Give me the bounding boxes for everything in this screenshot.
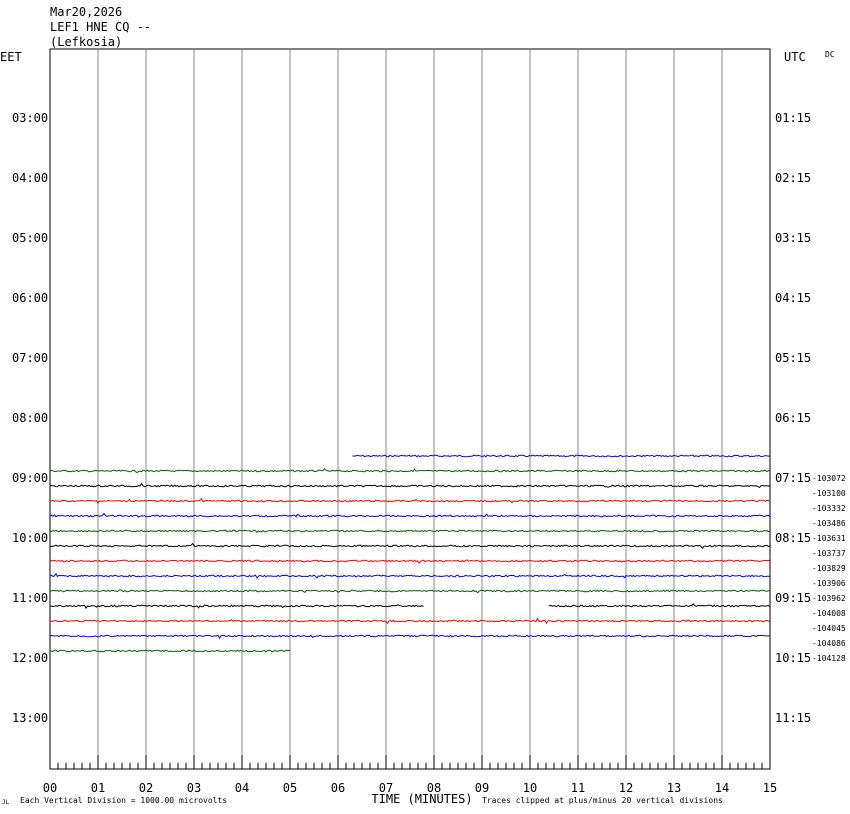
trace-line [50,589,771,594]
trace-line [49,482,771,489]
trace-line [49,604,424,610]
trace-line [49,497,771,505]
left-hour-label: 07:00 [12,351,48,365]
trace-line [49,634,771,640]
left-hour-label: 08:00 [12,411,48,425]
trace-offset-label: -104128 [812,654,846,663]
traces: -103072 -103100 -103332 -103486 -103631 -1037… [49,454,846,663]
trace-offset-label: -103100 [812,489,846,498]
right-hour-label: 05:15 [775,351,811,365]
left-hour-label: 06:00 [12,291,48,305]
header-date: Mar20,2026 [50,5,122,19]
x-tick-label: 04 [235,781,249,795]
trace-line [49,529,771,534]
scale-note: Each Vertical Division = 1000.00 microvo… [20,796,227,805]
left-hour-label: 12:00 [12,651,48,665]
x-tick-label: 12 [619,781,633,795]
trace-offset-label: -103829 [812,564,846,573]
left-hour-label: 03:00 [12,111,48,125]
trace-line [352,454,770,458]
x-tick-label: 07 [379,781,393,795]
corner-mark: JL [2,799,10,806]
x-tick-label: 03 [187,781,201,795]
trace-offset-label: -103737 [812,549,846,558]
trace-offset-label: -103906 [812,579,846,588]
trace-line [49,542,771,549]
trace-offset-label: -103486 [812,519,846,528]
left-hour-label: 05:00 [12,231,48,245]
x-tick-label: 05 [283,781,297,795]
right-hour-label: 01:15 [775,111,811,125]
left-hour-label: 11:00 [12,591,48,605]
trace-line [49,512,771,518]
trace-line [49,467,771,474]
header-location: (Lefkosia) [50,35,122,49]
x-tick-label: 06 [331,781,345,795]
trace-line [49,617,770,625]
x-tick-label: 00 [43,781,57,795]
plot-frame [49,48,771,770]
trace-offset-label: -103631 [812,534,846,543]
x-tick-label: 01 [91,781,105,795]
right-hour-label: 03:15 [775,231,811,245]
right-hour-label: 11:15 [775,711,811,725]
trace-line [49,572,771,579]
right-hour-label: 04:15 [775,291,811,305]
trace-offset-label: -104045 [812,624,846,633]
right-hour-label: 08:15 [775,531,811,545]
trace-offset-label: -103332 [812,504,846,513]
left-hour-label: 10:00 [12,531,48,545]
trace-offset-label: -103072 [812,474,846,483]
trace-line [49,559,771,565]
right-axis-title: UTC [784,50,806,64]
x-tick-label: 13 [667,781,681,795]
clip-note: Traces clipped at plus/minus 20 vertical… [482,796,723,805]
dc-label: DC [825,50,835,59]
x-axis: 00 01 02 03 04 05 06 07 08 09 10 11 12 13 14 15 [43,755,777,795]
trace-offset-label: -104008 [812,609,846,618]
x-tick-label: 15 [763,781,777,795]
x-tick-label: 11 [571,781,585,795]
trace-offset-label: -103962 [812,594,846,603]
right-hour-label: 09:15 [775,591,811,605]
x-tick-label: 09 [475,781,489,795]
left-hour-label: 13:00 [12,711,48,725]
x-axis-title: TIME (MINUTES) [371,792,472,806]
x-tick-label: 10 [523,781,537,795]
trace-line [548,603,770,608]
hour-labels: 03:00 04:00 05:00 06:00 07:00 08:00 09:00 10:00… [12,111,811,725]
x-tick-label: 08 [427,781,441,795]
right-hour-label: 02:15 [775,171,811,185]
header-station: LEF1 HNE CQ -- [50,20,151,34]
right-hour-label: 06:15 [775,411,811,425]
x-tick-label: 14 [715,781,729,795]
right-hour-label: 07:15 [775,471,811,485]
trace-offset-label: -104086 [812,639,846,648]
left-axis-title: EET [0,50,22,64]
left-hour-label: 09:00 [12,471,48,485]
grid [97,49,723,769]
right-hour-label: 10:15 [775,651,811,665]
left-hour-label: 04:00 [12,171,48,185]
trace-line [49,649,291,653]
x-tick-label: 02 [139,781,153,795]
